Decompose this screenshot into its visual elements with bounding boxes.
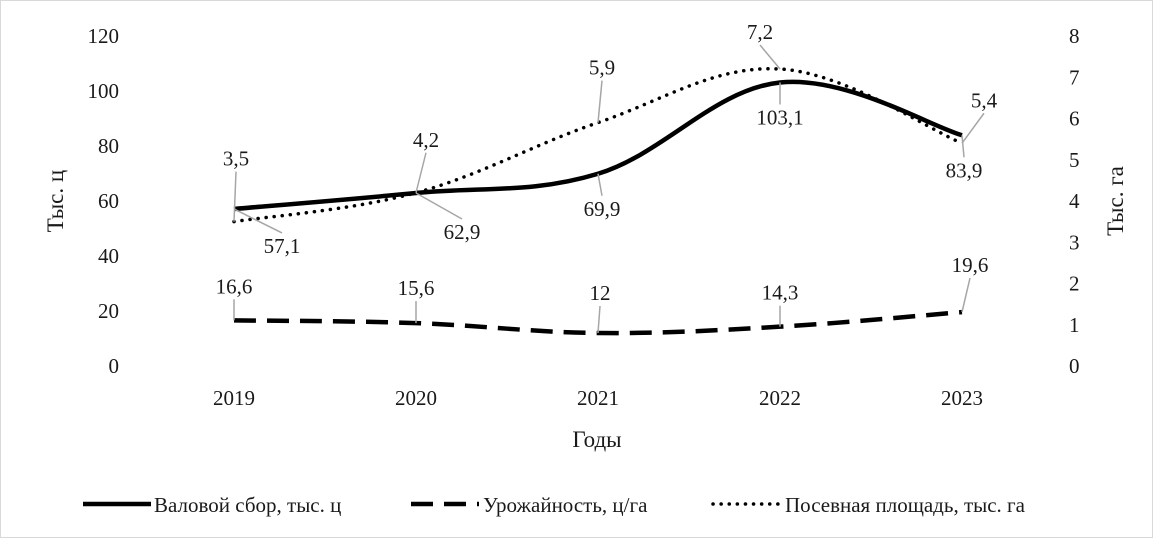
x-tick-label: 2022 — [759, 386, 801, 410]
y-right-tick-label: 8 — [1069, 24, 1080, 48]
y-axis-right-title: Тыс. га — [1103, 166, 1128, 236]
data-label: 19,6 — [952, 253, 989, 277]
x-tick-label: 2021 — [577, 386, 619, 410]
y-right-tick-label: 0 — [1069, 354, 1080, 378]
data-label: 14,3 — [762, 281, 799, 305]
data-label: 7,2 — [747, 20, 773, 44]
y-right-tick-label: 1 — [1069, 313, 1080, 337]
y-left-tick-label: 40 — [98, 244, 119, 268]
y-left-tick-label: 100 — [88, 79, 120, 103]
legend-label: Посевная площадь, тыс. га — [785, 493, 1026, 517]
data-label: 83,9 — [946, 158, 983, 182]
data-label: 15,6 — [398, 276, 435, 300]
x-tick-label: 2023 — [941, 386, 983, 410]
x-tick-label: 2019 — [213, 386, 255, 410]
data-label-leader — [415, 152, 427, 193]
y-left-tick-label: 20 — [98, 299, 119, 323]
x-tick-label: 2020 — [395, 386, 437, 410]
data-label-leader — [597, 80, 603, 123]
data-label: 3,5 — [223, 147, 249, 171]
y-left-tick-label: 0 — [109, 354, 120, 378]
left-axis-ticks: 0 20 40 60 80 100 120 — [88, 24, 120, 378]
y-right-tick-label: 5 — [1069, 148, 1080, 172]
y-right-tick-label: 2 — [1069, 272, 1080, 296]
y-right-tick-label: 7 — [1069, 65, 1080, 89]
y-right-tick-label: 4 — [1069, 189, 1080, 213]
y-right-tick-label: 6 — [1069, 107, 1080, 131]
data-label: 57,1 — [264, 234, 301, 258]
data-label-leader — [233, 171, 237, 222]
data-label-leader — [233, 208, 283, 234]
data-label-leader — [961, 277, 971, 313]
data-label-leader — [759, 44, 781, 70]
x-axis-ticks: 2019 2020 2021 2022 2023 — [213, 386, 983, 410]
y-left-tick-label: 60 — [98, 189, 119, 213]
data-label-leader — [597, 305, 601, 334]
data-label: 103,1 — [756, 105, 803, 129]
y-axis-left-title: Тыс. ц — [43, 170, 68, 232]
right-axis-ticks: 0 1 2 3 4 5 6 7 8 — [1069, 24, 1080, 378]
data-label-leader — [961, 135, 965, 158]
data-label-leader — [961, 112, 985, 144]
data-label-leader — [597, 173, 603, 196]
series-line-solid — [233, 79, 963, 212]
y-right-tick-label: 3 — [1069, 230, 1080, 254]
data-label: 62,9 — [444, 220, 481, 244]
data-label: 69,9 — [584, 197, 621, 221]
y-left-tick-label: 80 — [98, 134, 119, 158]
data-label: 5,4 — [971, 88, 998, 112]
data-label: 4,2 — [413, 128, 439, 152]
legend: Валовой сбор, тыс. ц Урожайность, ц/га Пос… — [83, 493, 1026, 517]
y-left-tick-label: 120 — [88, 24, 120, 48]
data-label-leaders — [233, 44, 985, 334]
data-label: 12 — [590, 281, 611, 305]
legend-label: Урожайность, ц/га — [483, 493, 648, 517]
data-label-leader — [415, 192, 463, 220]
data-labels: 57,1 62,9 69,9 103,1 83,9 16,6 15,6 12 14,3 19,6 3… — [216, 20, 998, 305]
data-label: 5,9 — [589, 56, 615, 80]
data-label: 16,6 — [216, 274, 253, 298]
legend-label: Валовой сбор, тыс. ц — [154, 493, 341, 517]
x-axis-title: Годы — [572, 427, 621, 452]
